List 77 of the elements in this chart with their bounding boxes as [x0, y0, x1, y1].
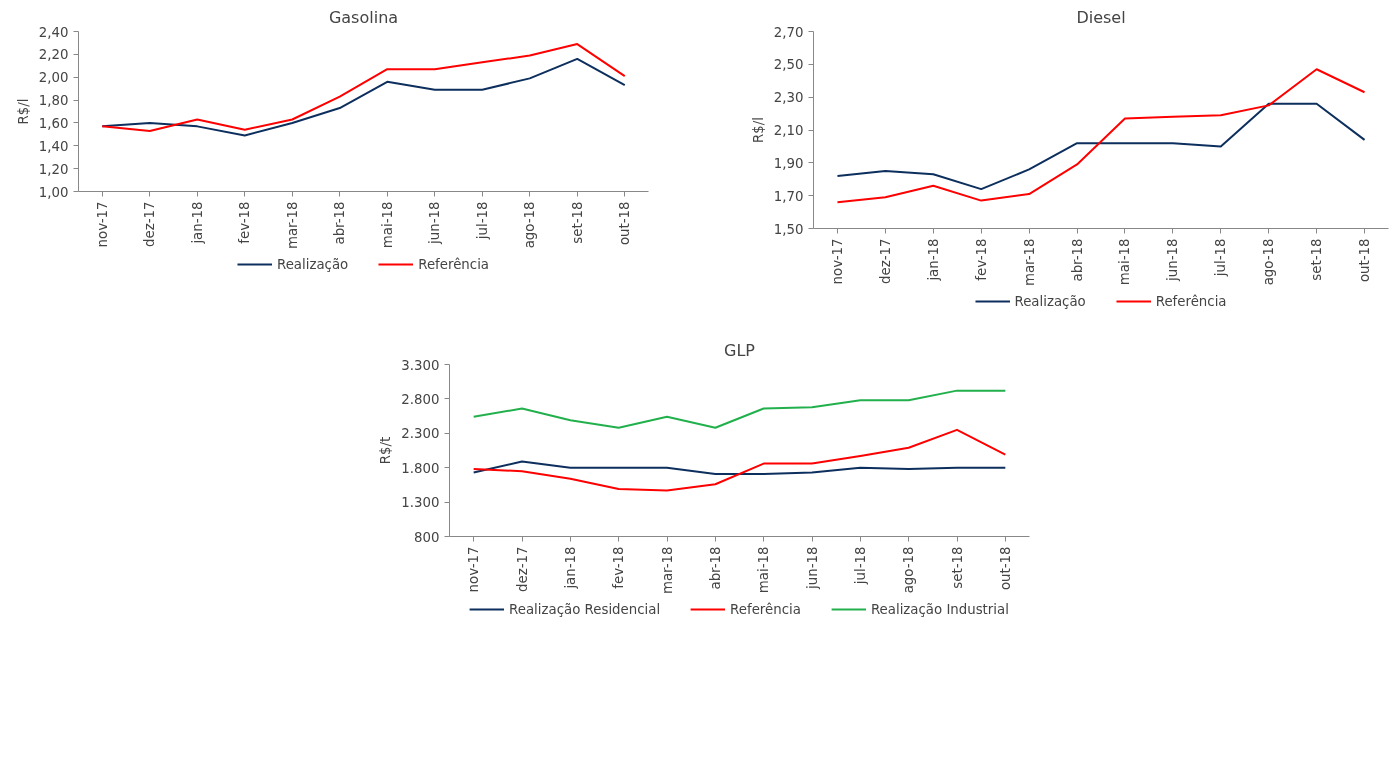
y-tick-label: 2,20: [38, 47, 69, 63]
y-axis-title: R$/l: [750, 117, 766, 143]
y-tick-label: 3.300: [401, 357, 440, 373]
y-axis-title: R$/l: [15, 98, 31, 125]
x-tick-label: set-18: [1309, 238, 1325, 281]
x-tick-label: fev-18: [611, 546, 627, 589]
y-tick-label: 1,00: [38, 184, 69, 200]
x-tick-label: set-18: [949, 546, 965, 589]
x-tick-label: mar-18: [284, 201, 300, 250]
x-tick-label: nov-17: [94, 201, 110, 248]
x-tick-label: out-18: [1357, 238, 1373, 283]
y-tick-label: 2,10: [773, 123, 804, 138]
line-series: [836, 68, 1366, 204]
x-tick-label: nov-17: [466, 546, 482, 593]
chart-title: Diesel: [1076, 7, 1126, 27]
x-tick-label: dez-17: [514, 546, 530, 592]
x-tick-label: mai-18: [1117, 238, 1133, 286]
x-tick-label: ago-18: [522, 201, 538, 249]
y-tick-label: 1,80: [38, 93, 69, 109]
legend-label: Referência: [730, 601, 801, 617]
x-tick-label: jul-18: [1213, 238, 1229, 278]
x-tick-label: ago-18: [901, 546, 917, 594]
y-tick-label: 2,70: [773, 24, 804, 40]
y-tick-label: 2.800: [401, 391, 440, 407]
x-tick-label: jan-18: [189, 201, 205, 245]
y-tick-label: 800: [414, 529, 440, 545]
x-tick-label: jul-18: [852, 546, 868, 586]
y-tick-label: 2,40: [38, 24, 69, 40]
x-tick-label: abr-18: [332, 201, 348, 245]
line-series: [472, 428, 1007, 492]
chart-title: GLP: [724, 340, 756, 360]
line-series: [472, 460, 1007, 475]
legend-label: Realização: [1014, 293, 1086, 309]
x-tick-label: out-18: [617, 201, 633, 246]
legend-label: Referência: [418, 256, 490, 272]
y-tick-label: 1,90: [773, 155, 804, 171]
x-tick-label: jul-18: [474, 201, 490, 241]
x-tick-label: jan-18: [562, 546, 578, 590]
x-tick-label: abr-18: [707, 546, 723, 590]
legend-label: Referência: [1155, 293, 1227, 309]
x-tick-label: dez-17: [877, 238, 893, 284]
chart-title: Gasolina: [328, 7, 399, 27]
x-tick-label: jun-18: [1165, 238, 1181, 282]
y-tick-label: 1.300: [401, 495, 440, 511]
x-tick-label: fev-18: [973, 238, 989, 281]
x-tick-label: ago-18: [1261, 238, 1277, 286]
y-axis-title: R$/t: [378, 436, 394, 465]
x-tick-label: mai-18: [756, 546, 772, 594]
x-tick-label: jan-18: [925, 238, 941, 282]
y-tick-label: 1,20: [38, 161, 69, 177]
line-series: [472, 389, 1007, 429]
y-tick-label: 2,30: [773, 90, 804, 106]
x-tick-label: mar-18: [1021, 238, 1037, 287]
x-tick-label: dez-17: [142, 201, 158, 247]
line-series: [836, 102, 1366, 191]
x-tick-label: out-18: [997, 546, 1013, 591]
x-tick-label: fev-18: [237, 201, 253, 244]
y-tick-label: 2.300: [401, 426, 440, 442]
legend-label: Realização Industrial: [870, 601, 1009, 617]
y-tick-label: 1.800: [401, 460, 440, 476]
y-tick-label: 1,40: [38, 138, 69, 154]
x-tick-label: mai-18: [379, 201, 395, 249]
x-tick-label: jun-18: [427, 201, 443, 245]
y-tick-label: 2,50: [773, 57, 804, 73]
line-series: [101, 57, 626, 137]
x-tick-label: mar-18: [659, 546, 675, 595]
y-tick-label: 1,70: [773, 188, 804, 204]
y-tick-label: 1,60: [38, 115, 69, 131]
y-tick-label: 1,50: [773, 221, 804, 237]
x-tick-label: jun-18: [804, 546, 820, 590]
x-tick-label: nov-17: [829, 238, 845, 285]
y-tick-label: 2,00: [38, 70, 69, 86]
legend-label: Realização: [276, 256, 349, 272]
x-tick-label: abr-18: [1069, 238, 1085, 282]
legend-label: Realização Residencial: [509, 601, 661, 617]
line-series: [101, 43, 626, 132]
x-tick-label: set-18: [569, 201, 585, 244]
